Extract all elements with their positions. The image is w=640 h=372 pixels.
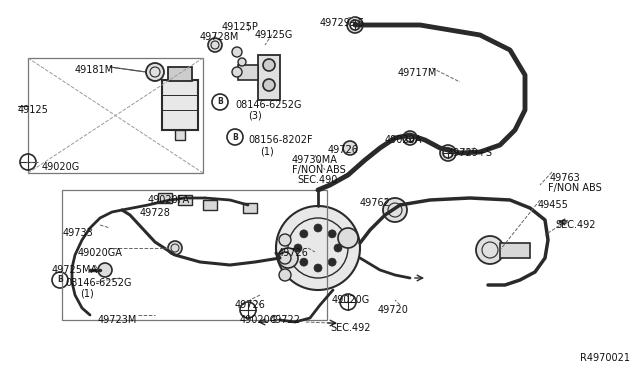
- Circle shape: [383, 198, 407, 222]
- Circle shape: [443, 148, 453, 158]
- Text: 49762: 49762: [360, 198, 391, 208]
- Text: 49728M: 49728M: [200, 32, 239, 42]
- Circle shape: [146, 63, 164, 81]
- Circle shape: [227, 129, 243, 145]
- Circle shape: [20, 154, 36, 170]
- Text: 49020G: 49020G: [240, 315, 278, 325]
- Text: 49728: 49728: [140, 208, 171, 218]
- Text: (1): (1): [260, 146, 274, 156]
- Text: 49725MA: 49725MA: [52, 265, 98, 275]
- Bar: [162, 80, 198, 130]
- Bar: [203, 200, 217, 210]
- Circle shape: [338, 228, 358, 248]
- Text: 08156-8202F: 08156-8202F: [248, 135, 312, 145]
- Text: 49726: 49726: [278, 248, 309, 258]
- Bar: [243, 203, 257, 213]
- Circle shape: [300, 230, 308, 238]
- Text: 49730MA: 49730MA: [292, 155, 338, 165]
- Text: 49726: 49726: [235, 300, 266, 310]
- Circle shape: [328, 230, 336, 238]
- Text: (1): (1): [80, 289, 93, 299]
- Text: 49181M: 49181M: [75, 65, 114, 75]
- Circle shape: [276, 206, 360, 290]
- Bar: [28, 58, 203, 173]
- Text: 49455: 49455: [538, 200, 569, 210]
- Circle shape: [406, 134, 414, 142]
- Text: B: B: [57, 276, 63, 285]
- Circle shape: [52, 272, 68, 288]
- Text: 49722: 49722: [270, 315, 301, 325]
- Text: 49020GA: 49020GA: [78, 248, 123, 258]
- Circle shape: [300, 258, 308, 266]
- Text: SEC.492: SEC.492: [555, 220, 595, 230]
- Text: 49125: 49125: [18, 105, 49, 115]
- Text: SEC.490: SEC.490: [297, 175, 337, 185]
- Circle shape: [240, 302, 256, 318]
- Text: B: B: [232, 132, 238, 141]
- Text: (3): (3): [248, 111, 262, 121]
- Text: 08146-6252G: 08146-6252G: [65, 278, 131, 288]
- Text: R4970021: R4970021: [580, 353, 630, 363]
- Bar: [62, 190, 327, 320]
- Circle shape: [278, 248, 298, 268]
- Text: 49020G: 49020G: [332, 295, 371, 305]
- Circle shape: [403, 131, 417, 145]
- Text: 49020FA: 49020FA: [148, 195, 190, 205]
- Circle shape: [314, 224, 322, 232]
- Bar: [175, 130, 185, 140]
- Circle shape: [343, 141, 357, 155]
- Text: 49720: 49720: [378, 305, 409, 315]
- Text: 49717M: 49717M: [398, 68, 437, 78]
- Text: 49726: 49726: [328, 145, 359, 155]
- Bar: [238, 65, 258, 80]
- Circle shape: [208, 38, 222, 52]
- Text: 08146-6252G: 08146-6252G: [235, 100, 301, 110]
- Text: 49729+S: 49729+S: [448, 148, 493, 158]
- Circle shape: [238, 58, 246, 66]
- Text: 49020A: 49020A: [385, 135, 422, 145]
- Bar: [158, 193, 172, 203]
- Circle shape: [476, 236, 504, 264]
- Text: 49020G: 49020G: [42, 162, 80, 172]
- Bar: [178, 195, 192, 205]
- Circle shape: [294, 244, 302, 252]
- Text: 49733: 49733: [63, 228, 93, 238]
- Text: 49723M: 49723M: [98, 315, 138, 325]
- Circle shape: [334, 244, 342, 252]
- Circle shape: [279, 269, 291, 281]
- Text: 49125P: 49125P: [222, 22, 259, 32]
- Text: 49763: 49763: [550, 173, 580, 183]
- Circle shape: [440, 145, 456, 161]
- Text: 49729+S: 49729+S: [320, 18, 365, 28]
- Circle shape: [350, 20, 360, 30]
- Bar: [500, 243, 530, 258]
- Bar: [258, 55, 280, 100]
- Circle shape: [232, 47, 242, 57]
- Circle shape: [279, 234, 291, 246]
- Circle shape: [263, 79, 275, 91]
- Text: SEC.492: SEC.492: [330, 323, 371, 333]
- Circle shape: [232, 67, 242, 77]
- Circle shape: [347, 17, 363, 33]
- Circle shape: [98, 263, 112, 277]
- Text: B: B: [217, 97, 223, 106]
- Bar: [168, 67, 192, 81]
- Circle shape: [263, 59, 275, 71]
- Text: F/NON ABS: F/NON ABS: [548, 183, 602, 193]
- Text: F/NON ABS: F/NON ABS: [292, 165, 346, 175]
- Circle shape: [340, 294, 356, 310]
- Circle shape: [314, 264, 322, 272]
- Text: 49125G: 49125G: [255, 30, 293, 40]
- Circle shape: [328, 258, 336, 266]
- Circle shape: [279, 252, 291, 264]
- Circle shape: [168, 241, 182, 255]
- Circle shape: [212, 94, 228, 110]
